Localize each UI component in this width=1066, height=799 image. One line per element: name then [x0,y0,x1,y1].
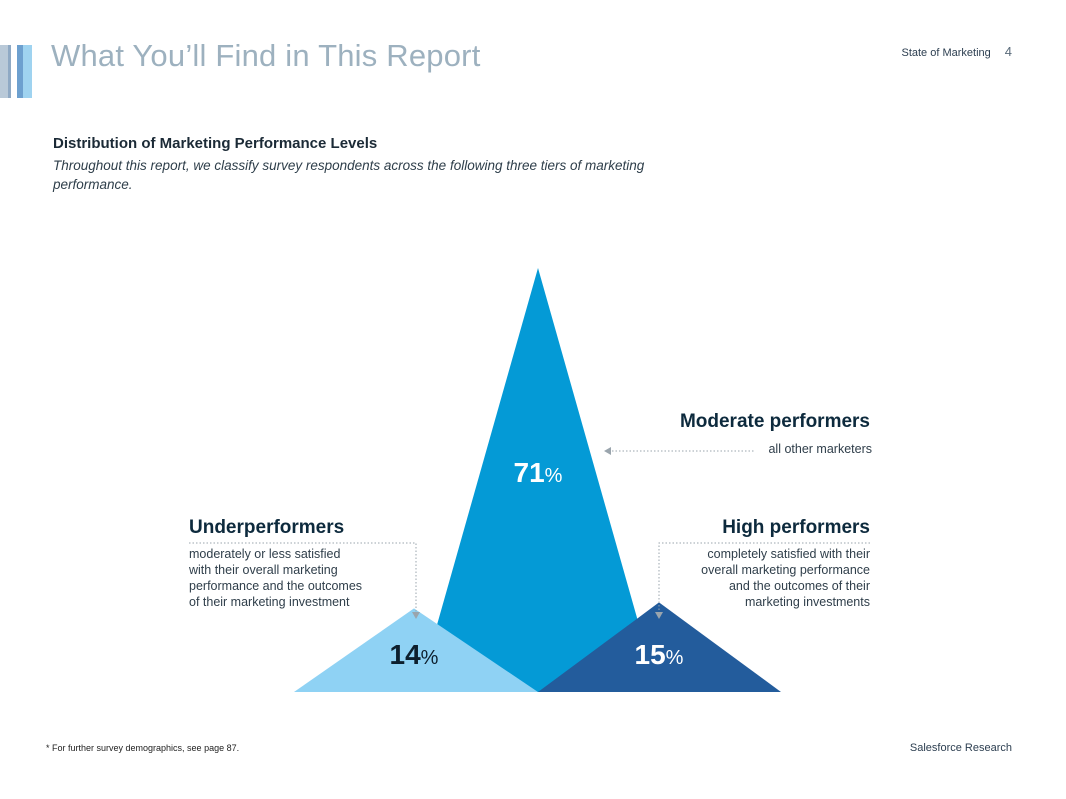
arrow-left-icon [604,447,611,455]
footnote: * For further survey demographics, see p… [46,743,240,753]
desc-line: of their marketing investment [189,595,350,609]
desc-line: and the outcomes of their [728,579,870,593]
underperformers-description: moderately or less satisfied with their … [189,546,419,610]
underperformers-triangle [294,608,538,692]
value-label: 71% [514,457,563,488]
accent-bar-3 [17,45,23,98]
moderate-performers-description: all other marketers [768,442,872,456]
page-title: What You’ll Find in This Report [51,38,481,73]
chart-title: Distribution of Marketing Performance Le… [53,135,378,152]
underperformers-connector [189,542,417,612]
high-performers-label: High performers [722,517,870,538]
underperformers-label: Underperformers [189,517,345,538]
accent-bar-1 [0,45,8,98]
moderate-performers-triangle [418,268,658,692]
accent-bars [0,45,34,98]
source-label: Salesforce Research [909,742,1012,754]
desc-line: performance and the outcomes [189,579,363,593]
moderate-performers-label: Moderate performers [679,411,870,432]
page-number: 4 [1004,44,1012,59]
high-performers-connector [658,542,870,612]
value-label: 14% [390,639,439,670]
arrow-down-icon [655,612,663,619]
report-name: State of Marketing [901,47,991,59]
accent-bar-2 [8,45,11,98]
high-performers-description: completely satisfied with their overall … [630,546,870,610]
desc-line: with their overall marketing [189,563,338,577]
report-header: State of Marketing 4 [901,44,1012,59]
desc-line: marketing investments [744,595,870,609]
desc-line: overall marketing performance [701,563,870,577]
desc-line: completely satisfied with their [707,547,870,561]
high-performers-triangle [538,602,781,692]
accent-bar-4 [23,45,32,98]
arrow-down-icon [412,612,420,619]
desc-line: moderately or less satisfied [189,547,341,561]
chart-subtitle: Throughout this report, we classify surv… [53,158,645,192]
value-label: 15% [635,639,684,670]
